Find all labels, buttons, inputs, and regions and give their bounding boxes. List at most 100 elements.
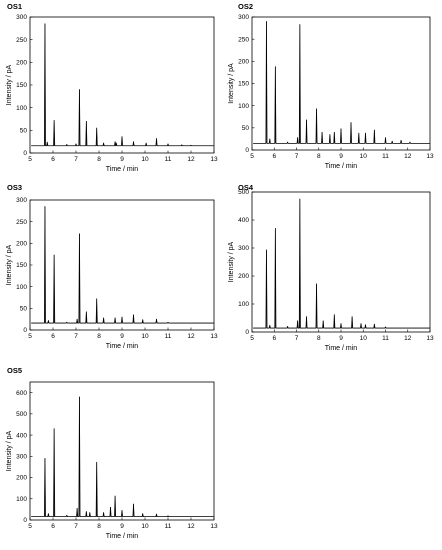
y-axis-label: Intensity / pA (228, 63, 235, 104)
x-axis-label: Time / min (106, 343, 139, 350)
panel-title: OS1 (7, 2, 22, 11)
x-tick-label: 5 (28, 333, 32, 340)
y-tick-label: 400 (16, 432, 27, 439)
x-tick-label: 12 (187, 333, 195, 340)
x-tick-label: 7 (295, 153, 299, 160)
x-tick-label: 8 (317, 153, 321, 160)
plot-frame (251, 191, 431, 333)
x-axis-label: Time / min (325, 345, 358, 352)
y-tick-label: 500 (16, 411, 27, 418)
y-tick-label: 200 (16, 241, 27, 248)
y-tick-label: 150 (16, 82, 27, 89)
y-tick-label: 50 (242, 125, 250, 132)
y-tick-label: 0 (245, 329, 249, 336)
y-axis-label: Intensity / pA (6, 430, 13, 471)
x-tick-label: 11 (382, 335, 389, 342)
x-tick-label: 7 (74, 523, 78, 530)
x-tick-label: 7 (295, 335, 299, 342)
x-tick-label: 9 (120, 333, 124, 340)
x-tick-label: 11 (165, 523, 172, 530)
chart-panel-2: OS2 5 6 7 8 9 10 11 12 13 0 50 100 150 200 250 300 Time /… (228, 2, 434, 170)
x-tick-label: 6 (51, 523, 55, 530)
x-tick-label: 10 (141, 523, 149, 530)
chromatogram-trace (31, 396, 214, 517)
chromatogram-trace (31, 206, 214, 324)
x-tick-label: 6 (51, 333, 55, 340)
chart-panel-5: OS5 5 6 7 8 9 10 11 12 13 0 100 200 300 400 500 600 Time … (6, 366, 218, 540)
x-tick-label: 11 (382, 153, 389, 160)
y-tick-label: 150 (238, 81, 249, 88)
panel-title: OS5 (7, 366, 22, 375)
x-tick-label: 9 (120, 523, 124, 530)
x-tick-label: 8 (317, 335, 321, 342)
x-tick-label: 6 (51, 156, 55, 163)
y-tick-label: 200 (16, 60, 27, 67)
y-tick-label: 50 (20, 128, 28, 135)
y-tick-label: 0 (245, 147, 249, 154)
chart-panel-3: OS3 5 6 7 8 9 10 11 12 13 0 50 100 150 200 250 300 Time /… (6, 183, 218, 350)
x-tick-label: 12 (187, 156, 195, 163)
x-tick-label: 12 (404, 335, 412, 342)
x-axis-label: Time / min (106, 166, 139, 173)
x-axis-label: Time / min (325, 163, 358, 170)
x-tick-label: 7 (74, 333, 78, 340)
y-tick-label: 300 (238, 14, 249, 21)
y-axis-label: Intensity / pA (228, 241, 235, 282)
panel-title: OS2 (238, 2, 253, 11)
x-tick-label: 5 (28, 523, 32, 530)
y-tick-label: 100 (238, 103, 249, 110)
x-tick-label: 6 (272, 153, 276, 160)
y-tick-label: 100 (16, 284, 27, 291)
y-tick-label: 500 (238, 189, 249, 196)
y-axis-label: Intensity / pA (6, 244, 13, 285)
x-axis-label: Time / min (106, 533, 139, 540)
plot-frame (29, 381, 215, 521)
x-tick-label: 13 (426, 153, 434, 160)
x-tick-label: 13 (210, 523, 218, 530)
y-tick-label: 300 (16, 14, 27, 21)
panel-title: OS3 (7, 183, 22, 192)
chart-panel-1: OS1 5 6 7 8 9 10 11 12 13 0 50 100 150 200 250 300 Time /… (6, 2, 218, 173)
x-tick-label: 8 (97, 523, 101, 530)
chromatogram-trace (253, 198, 430, 329)
x-tick-label: 13 (426, 335, 434, 342)
x-tick-label: 8 (97, 156, 101, 163)
panel-title: OS4 (238, 183, 254, 192)
y-tick-label: 0 (23, 517, 27, 524)
x-tick-label: 5 (250, 335, 254, 342)
chromatogram-trace (31, 23, 214, 147)
x-tick-label: 13 (210, 156, 218, 163)
x-tick-label: 12 (187, 523, 195, 530)
x-tick-label: 10 (360, 335, 368, 342)
y-tick-label: 0 (23, 150, 27, 157)
y-axis-label: Intensity / pA (6, 64, 13, 105)
plot-frame (29, 16, 215, 154)
x-tick-label: 5 (28, 156, 32, 163)
y-tick-label: 200 (238, 59, 249, 66)
x-tick-label: 9 (120, 156, 124, 163)
y-tick-label: 0 (23, 327, 27, 334)
x-tick-label: 10 (360, 153, 368, 160)
x-tick-label: 10 (141, 156, 149, 163)
x-tick-label: 10 (141, 333, 149, 340)
y-tick-label: 200 (16, 475, 27, 482)
y-tick-label: 100 (238, 301, 249, 308)
y-tick-label: 600 (16, 390, 27, 397)
x-tick-label: 9 (339, 153, 343, 160)
x-tick-label: 9 (339, 335, 343, 342)
y-tick-label: 300 (238, 245, 249, 252)
x-tick-label: 5 (250, 153, 254, 160)
y-tick-label: 300 (16, 197, 27, 204)
chart-panel-4: OS4 5 6 7 8 9 10 11 12 13 0 100 200 300 400 500 Time / m… (228, 183, 434, 352)
y-tick-label: 400 (238, 217, 249, 224)
x-tick-label: 11 (165, 333, 172, 340)
y-tick-label: 250 (16, 219, 27, 226)
y-tick-label: 50 (20, 306, 28, 313)
y-tick-label: 200 (238, 273, 249, 280)
y-tick-label: 250 (238, 36, 249, 43)
y-tick-label: 300 (16, 454, 27, 461)
y-tick-label: 150 (16, 262, 27, 269)
x-tick-label: 12 (404, 153, 412, 160)
